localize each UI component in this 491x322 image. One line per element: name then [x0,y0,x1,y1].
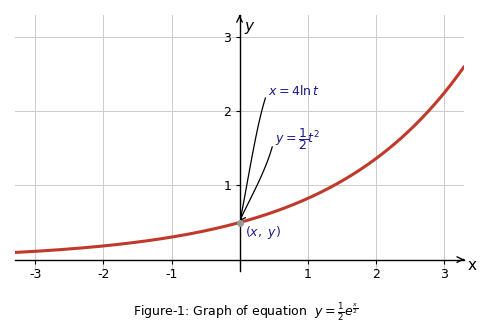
Text: $x = 4\ln t$: $x = 4\ln t$ [268,84,320,98]
Text: x: x [467,258,477,273]
Text: $( x,\ y)$: $( x,\ y)$ [245,224,281,242]
Text: $y=\dfrac{1}{2}t^2$: $y=\dfrac{1}{2}t^2$ [275,127,320,152]
Text: y: y [245,19,253,34]
Text: Figure-1: Graph of equation  $y=\frac{1}{2}e^{\frac{x}{2}}$: Figure-1: Graph of equation $y=\frac{1}{… [133,301,358,322]
